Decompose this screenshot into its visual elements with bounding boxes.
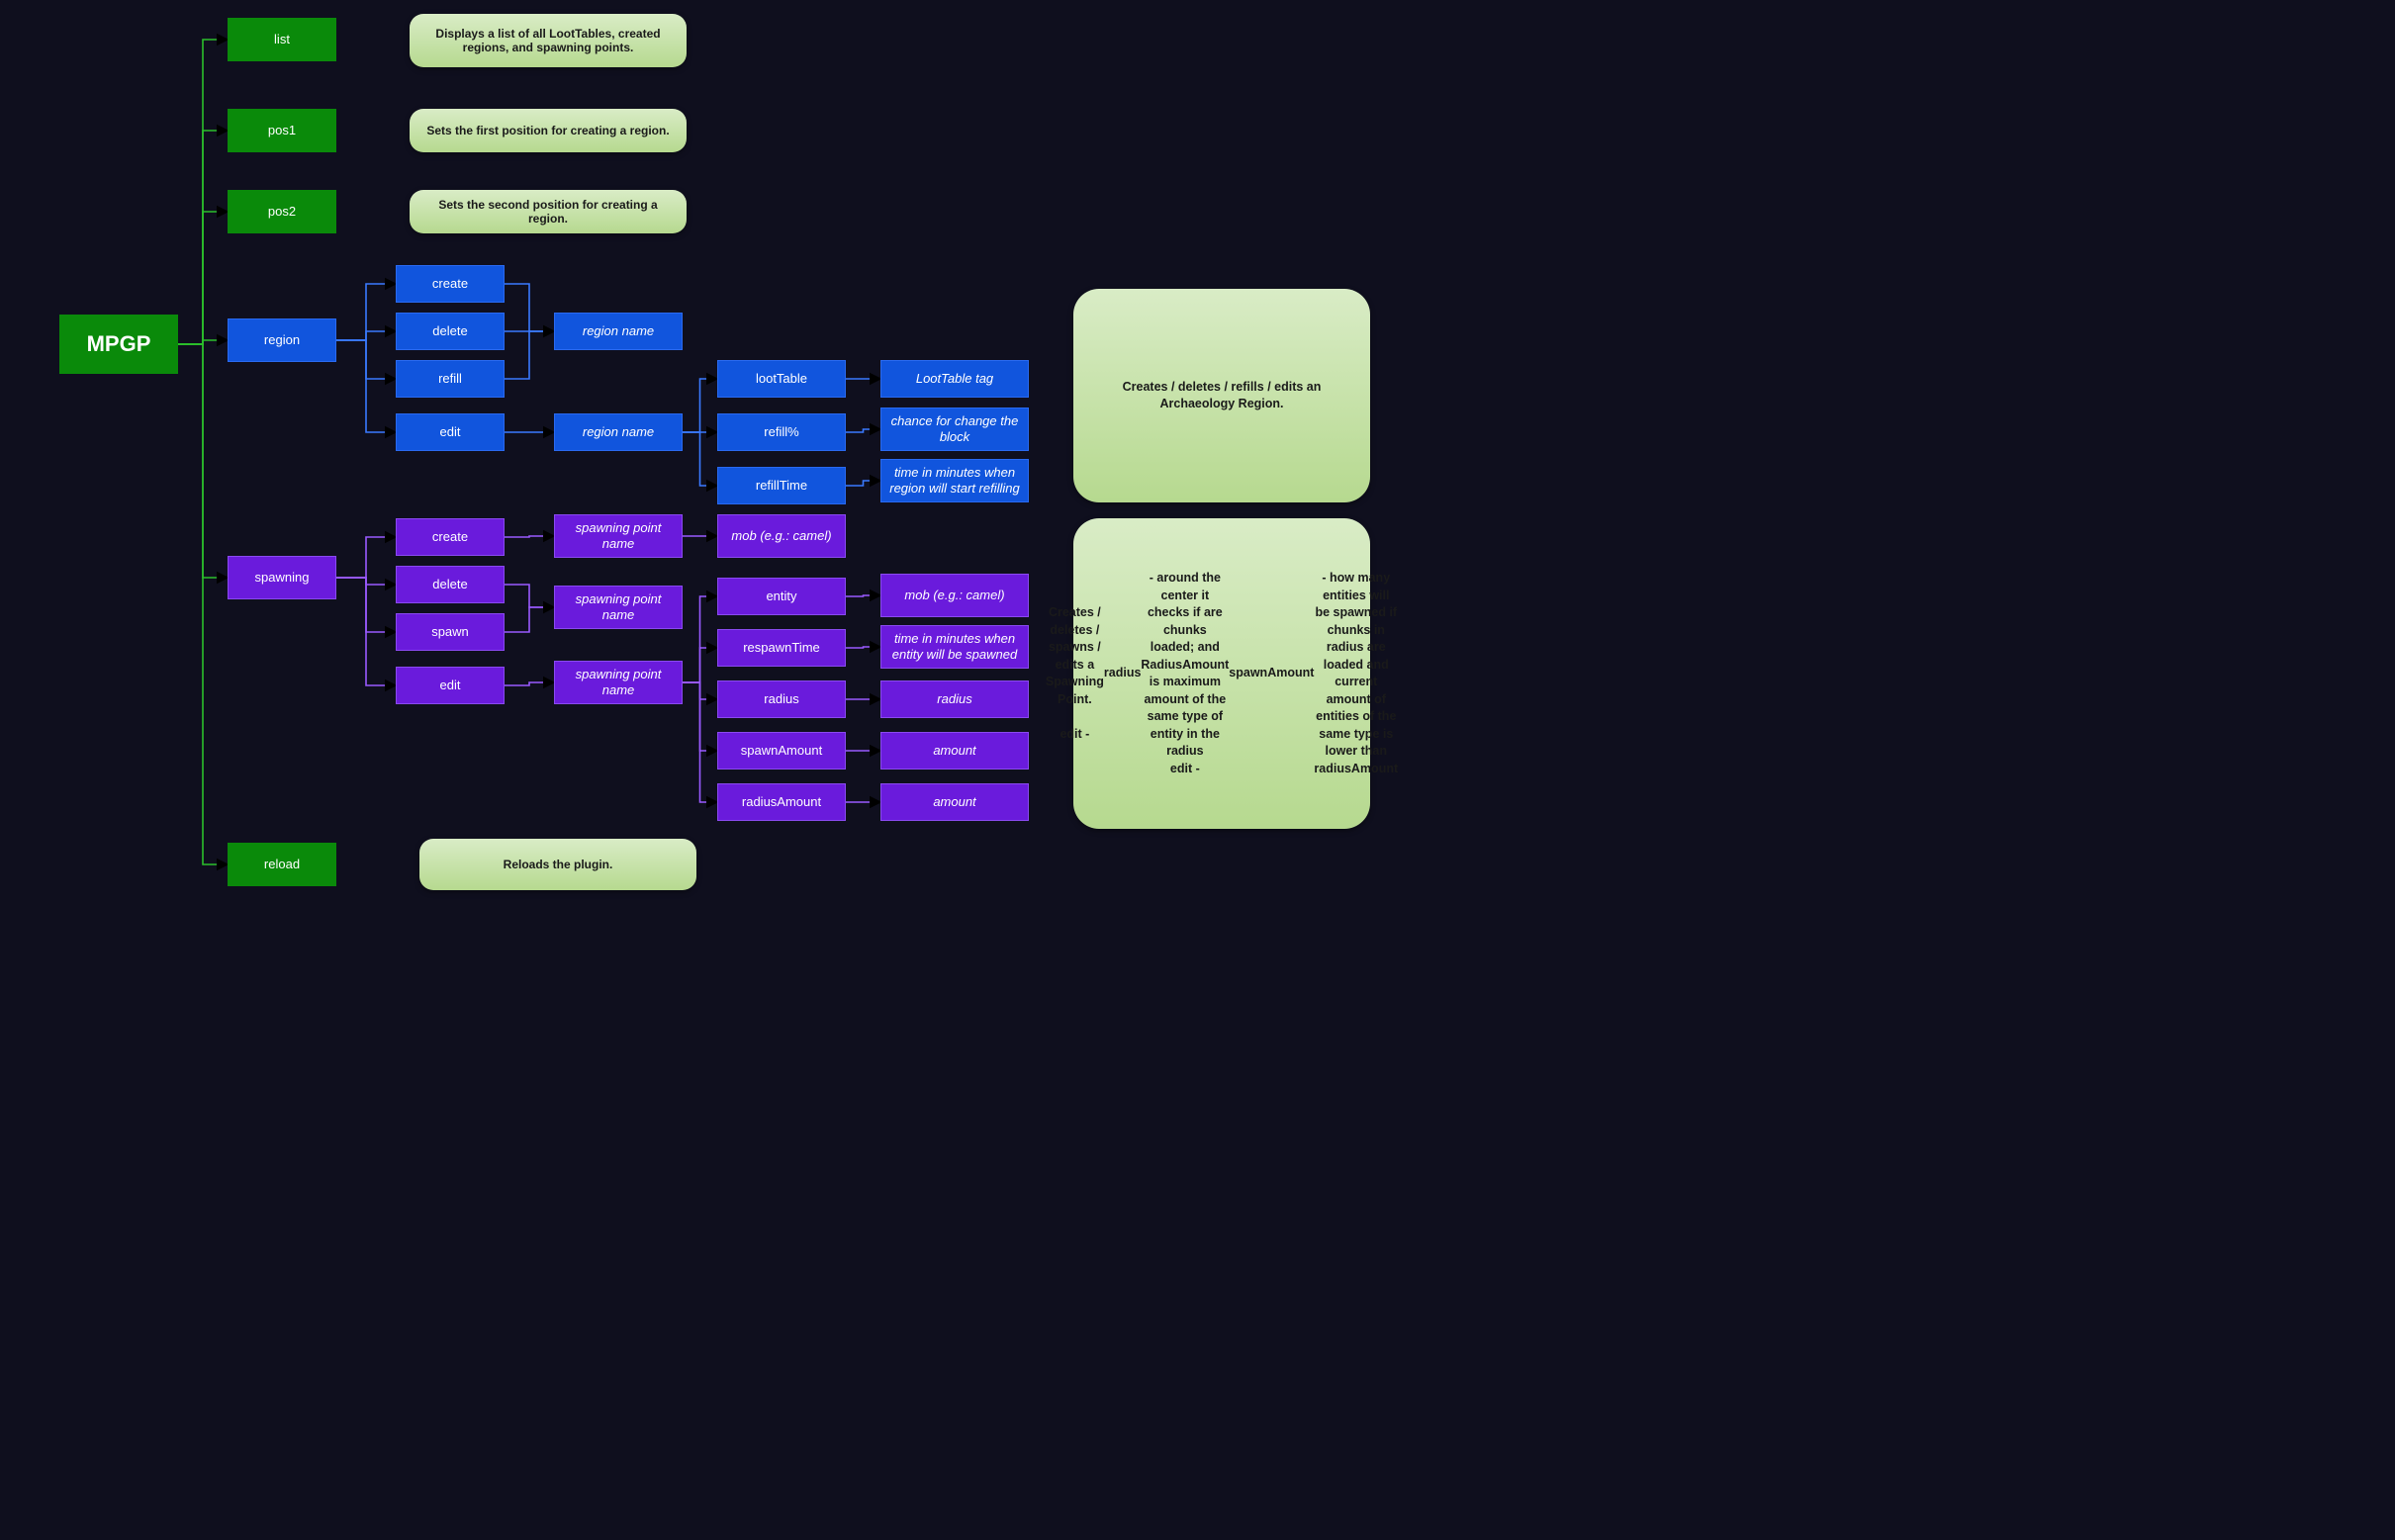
edge-region-r_refill xyxy=(336,340,396,379)
node-s_delete: delete xyxy=(396,566,505,603)
edge-s_name3-s_radiusAmount xyxy=(683,682,717,802)
edge-spawning-s_edit xyxy=(336,578,396,685)
node-r_name1: region name xyxy=(554,313,683,350)
edge-s_respawnTime-s_timeSpawn xyxy=(846,647,880,648)
edge-r_create-r_name1 xyxy=(505,284,554,331)
node-r_refillPct: refill% xyxy=(717,413,846,451)
node-r_chance: chance for change the block xyxy=(880,408,1029,451)
node-s_name3: spawning point name xyxy=(554,661,683,704)
edge-s_delete-s_name2 xyxy=(505,585,554,607)
node-d_spawn: Creates / deletes / spawns / edits a Spa… xyxy=(1073,518,1370,829)
edge-spawning-s_delete xyxy=(336,578,396,585)
node-s_respawnTime: respawnTime xyxy=(717,629,846,667)
node-r_create: create xyxy=(396,265,505,303)
node-s_radius: radius xyxy=(717,680,846,718)
edge-root-list xyxy=(178,40,228,344)
diagram-canvas: MPGP list pos1 pos2 region spawning reload crea… xyxy=(0,0,1405,910)
edge-s_name3-s_respawnTime xyxy=(683,648,717,682)
edge-s_edit-s_name3 xyxy=(505,682,554,685)
edge-r_refillPct-r_chance xyxy=(846,429,880,432)
edge-r_refillTime-r_time xyxy=(846,481,880,486)
node-r_lootTable: lootTable xyxy=(717,360,846,398)
node-s_timeSpawn: time in minutes when entity will be spaw… xyxy=(880,625,1029,669)
node-r_time: time in minutes when region will start r… xyxy=(880,459,1029,502)
node-r_lootTag: LootTable tag xyxy=(880,360,1029,398)
edge-r_refill-r_name1 xyxy=(505,331,554,379)
node-s_radiusV: radius xyxy=(880,680,1029,718)
node-r_refillTime: refillTime xyxy=(717,467,846,504)
edge-root-pos2 xyxy=(178,212,228,344)
node-root: MPGP xyxy=(59,315,178,374)
node-d_pos1: Sets the first position for creating a r… xyxy=(410,109,687,152)
node-reload: reload xyxy=(228,843,336,886)
edge-s_create-s_name1 xyxy=(505,536,554,537)
node-r_refill: refill xyxy=(396,360,505,398)
node-r_delete: delete xyxy=(396,313,505,350)
node-r_name2: region name xyxy=(554,413,683,451)
edge-s_spawn-s_name2 xyxy=(505,607,554,632)
node-s_amount2: amount xyxy=(880,783,1029,821)
node-region: region xyxy=(228,318,336,362)
edge-region-r_delete xyxy=(336,331,396,340)
node-s_name2: spawning point name xyxy=(554,586,683,629)
node-list: list xyxy=(228,18,336,61)
node-pos1: pos1 xyxy=(228,109,336,152)
edge-root-pos1 xyxy=(178,131,228,344)
edge-region-r_create xyxy=(336,284,396,340)
edge-s_name3-s_entity xyxy=(683,596,717,682)
edge-root-region xyxy=(178,340,228,344)
node-d_list: Displays a list of all LootTables, creat… xyxy=(410,14,687,67)
edge-root-spawning xyxy=(178,344,228,578)
node-s_mob1: mob (e.g.: camel) xyxy=(717,514,846,558)
edge-s_name3-s_radius xyxy=(683,682,717,699)
node-s_radiusAmount: radiusAmount xyxy=(717,783,846,821)
node-s_name1: spawning point name xyxy=(554,514,683,558)
node-s_amount1: amount xyxy=(880,732,1029,770)
node-r_edit: edit xyxy=(396,413,505,451)
node-d_pos2: Sets the second position for creating a … xyxy=(410,190,687,233)
node-s_spawn: spawn xyxy=(396,613,505,651)
edge-spawning-s_create xyxy=(336,537,396,578)
node-s_create: create xyxy=(396,518,505,556)
node-s_edit: edit xyxy=(396,667,505,704)
edge-s_name3-s_spawnAmount xyxy=(683,682,717,751)
edge-root-reload xyxy=(178,344,228,864)
node-d_region: Creates / deletes / refills / edits an A… xyxy=(1073,289,1370,502)
edge-spawning-s_spawn xyxy=(336,578,396,632)
edge-r_name2-r_refillTime xyxy=(683,432,717,486)
node-pos2: pos2 xyxy=(228,190,336,233)
node-spawning: spawning xyxy=(228,556,336,599)
node-s_spawnAmount: spawnAmount xyxy=(717,732,846,770)
edge-region-r_edit xyxy=(336,340,396,432)
edge-s_entity-s_mob2 xyxy=(846,595,880,596)
node-s_entity: entity xyxy=(717,578,846,615)
node-s_mob2: mob (e.g.: camel) xyxy=(880,574,1029,617)
node-d_reload: Reloads the plugin. xyxy=(419,839,696,890)
edge-r_name2-r_lootTable xyxy=(683,379,717,432)
